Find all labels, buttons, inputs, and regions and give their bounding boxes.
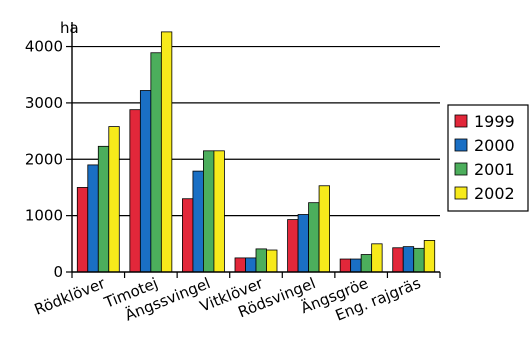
x-tick-label: Rödklöver [32,274,109,319]
bar-1999 [234,257,246,273]
legend-label: 2002 [474,184,515,203]
bar-2000 [139,90,152,273]
y-tick-label: 4000 [25,38,63,56]
bar-2002 [266,249,278,273]
legend-label: 2000 [474,136,515,155]
bar-2001 [413,247,425,273]
x-tick-labels: RödklöverTimotejÄngssvingelVitklöverRöds… [32,273,424,324]
legend-swatch [454,114,468,128]
y-tick-label: 2000 [25,150,63,168]
legend-swatch [454,138,468,152]
bar-1999 [129,109,141,273]
legend-label: 1999 [474,112,515,131]
y-tick-label: 0 [53,263,63,281]
bar-2001 [97,145,110,273]
bar-2000 [297,214,309,273]
bar-2001 [203,150,215,273]
bar-2000 [402,246,415,273]
legend: 1999 2000 2001 2002 [447,104,529,212]
legend-swatch [454,186,468,200]
bar-2001 [150,52,162,273]
bar-2001 [255,248,267,273]
bar-1999 [287,219,299,273]
bar-2002 [423,240,436,273]
gridlines [72,45,440,217]
bar-2000 [245,257,257,273]
bar-1999 [182,198,194,273]
legend-label: 2001 [474,160,515,179]
legend-swatch [454,162,468,176]
bar-2002 [108,126,120,273]
bar-2000 [192,170,204,273]
bar-2001 [360,254,373,273]
bar-2000 [350,258,362,273]
bar-2002 [318,185,330,273]
bar-2002 [371,243,383,273]
bar-1999 [339,258,352,273]
bar-1999 [392,247,404,273]
bar-2001 [308,202,320,273]
bar-2002 [213,150,225,273]
y-tick-labels: 0 1000 2000 3000 4000 [25,38,63,281]
y-tick-label: 3000 [25,94,63,112]
bar-2002 [160,31,173,273]
y-axis-label: ha [60,19,79,37]
bars [76,31,436,273]
axes [66,22,441,278]
bar-2000 [87,164,99,273]
y-tick-label: 1000 [25,207,63,225]
bar-1999 [76,187,89,273]
